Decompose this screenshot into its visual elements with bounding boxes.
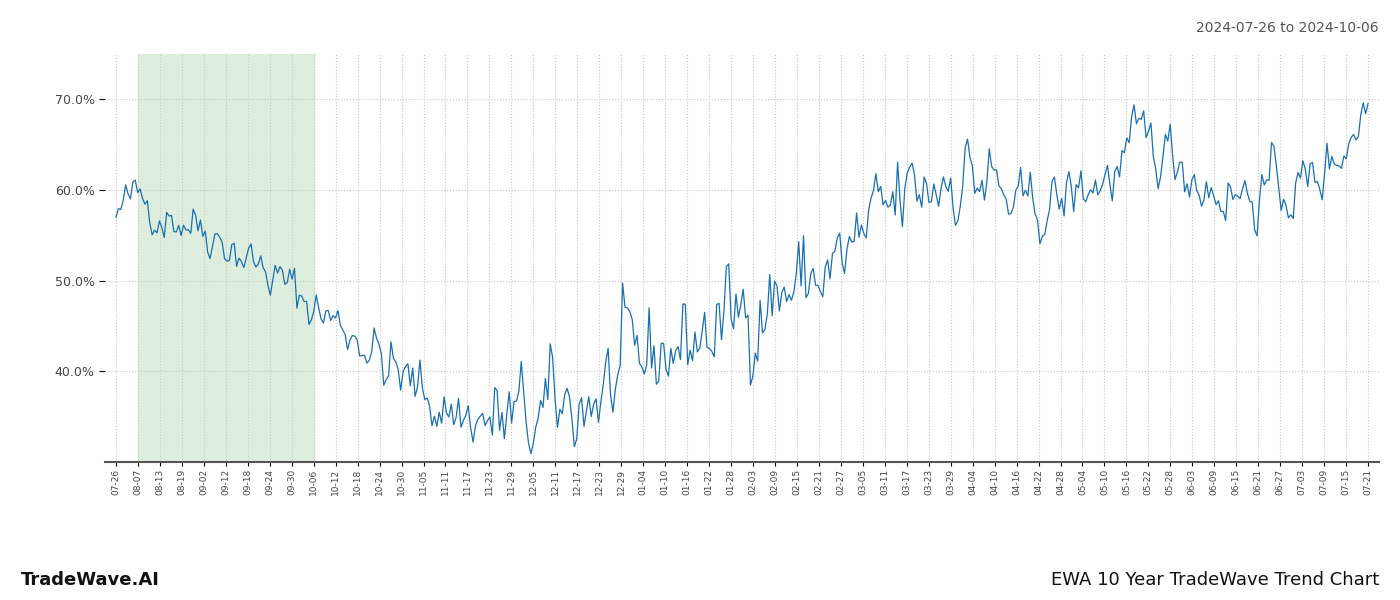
Text: TradeWave.AI: TradeWave.AI xyxy=(21,571,160,589)
Text: 2024-07-26 to 2024-10-06: 2024-07-26 to 2024-10-06 xyxy=(1197,21,1379,35)
Text: EWA 10 Year TradeWave Trend Chart: EWA 10 Year TradeWave Trend Chart xyxy=(1051,571,1379,589)
Bar xyxy=(139,54,314,462)
